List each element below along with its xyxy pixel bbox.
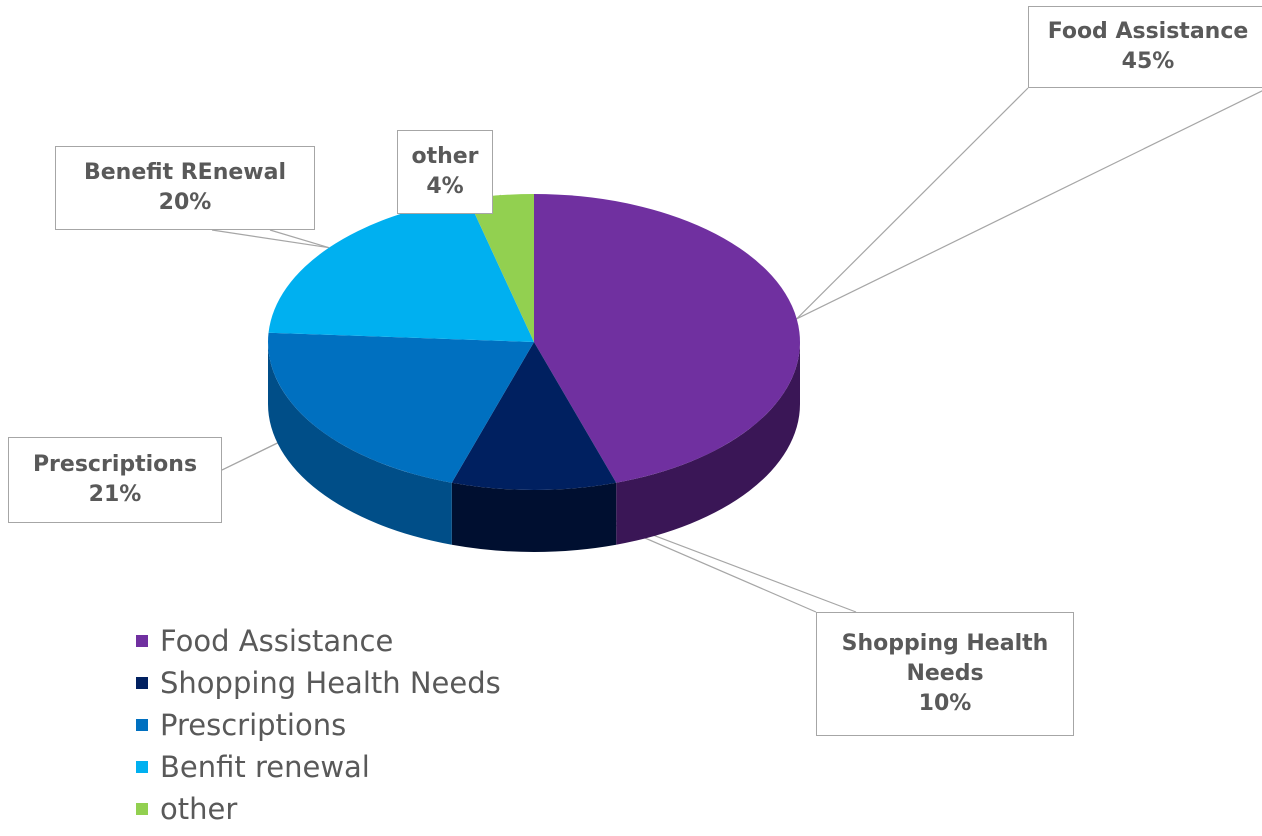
- data-label-other-percent: 4%: [426, 174, 464, 199]
- legend-swatch-shopping-health-needs: [136, 677, 148, 689]
- data-label-other-name: other: [411, 144, 479, 169]
- legend-swatch-other: [136, 803, 148, 815]
- pie-side-shopping: [451, 482, 617, 552]
- data-label-shopping-health-needs-percent: 10%: [918, 691, 972, 716]
- data-label-prescriptions: Prescriptions 21%: [8, 437, 222, 523]
- pie-slices: [267, 194, 801, 490]
- data-label-other: other 4%: [397, 130, 493, 214]
- data-label-benefit-renewal-percent: 20%: [158, 190, 212, 215]
- pie-side-food: [616, 342, 801, 545]
- legend-label-other: other: [160, 792, 238, 826]
- legend-item-shopping-health-needs: Shopping Health Needs: [136, 662, 501, 704]
- legend-swatch-food-assistance: [136, 635, 148, 647]
- legend-label-shopping-health-needs: Shopping Health Needs: [160, 666, 501, 700]
- data-label-benefit-renewal-name: Benefit REnewal: [83, 160, 287, 185]
- data-label-prescriptions-percent: 21%: [88, 482, 142, 507]
- data-label-food-assistance: Food Assistance 45%: [1028, 6, 1262, 88]
- leader-line-renewal: [211, 229, 330, 249]
- pie-slice-prescriptions: [267, 332, 534, 483]
- pie-slice-food: [534, 194, 801, 483]
- leader-line-food-b: [796, 90, 1262, 320]
- legend-swatch-benefit-renewal: [136, 761, 148, 773]
- pie-sides: [268, 342, 801, 552]
- data-label-food-assistance-percent: 45%: [1121, 49, 1175, 74]
- data-label-food-assistance-name: Food Assistance: [1047, 19, 1249, 44]
- data-label-shopping-health-needs-name-line2: Needs: [906, 661, 984, 686]
- pie-slice-renewal: [268, 198, 534, 342]
- leader-line-food: [796, 87, 1029, 320]
- data-label-prescriptions-name: Prescriptions: [32, 452, 198, 477]
- legend-label-benefit-renewal: Benfit renewal: [160, 750, 370, 784]
- legend-label-food-assistance: Food Assistance: [160, 624, 394, 658]
- pie-side-prescriptions: [268, 342, 452, 545]
- data-label-shopping-health-needs: Shopping Health Needs 10%: [816, 612, 1074, 736]
- leader-line-renewal-b: [269, 229, 330, 249]
- legend-item-prescriptions: Prescriptions: [136, 704, 501, 746]
- legend-item-food-assistance: Food Assistance: [136, 620, 501, 662]
- pie-slice-shopping: [451, 342, 617, 490]
- legend-item-other: other: [136, 788, 501, 830]
- legend-item-benefit-renewal: Benfit renewal: [136, 746, 501, 788]
- legend: Food Assistance Shopping Health Needs Pr…: [136, 620, 501, 830]
- legend-label-prescriptions: Prescriptions: [160, 708, 347, 742]
- data-label-shopping-health-needs-name-line1: Shopping Health: [841, 631, 1049, 656]
- data-label-benefit-renewal: Benefit REnewal 20%: [55, 146, 315, 230]
- pie-slice-other: [467, 194, 534, 342]
- legend-swatch-prescriptions: [136, 719, 148, 731]
